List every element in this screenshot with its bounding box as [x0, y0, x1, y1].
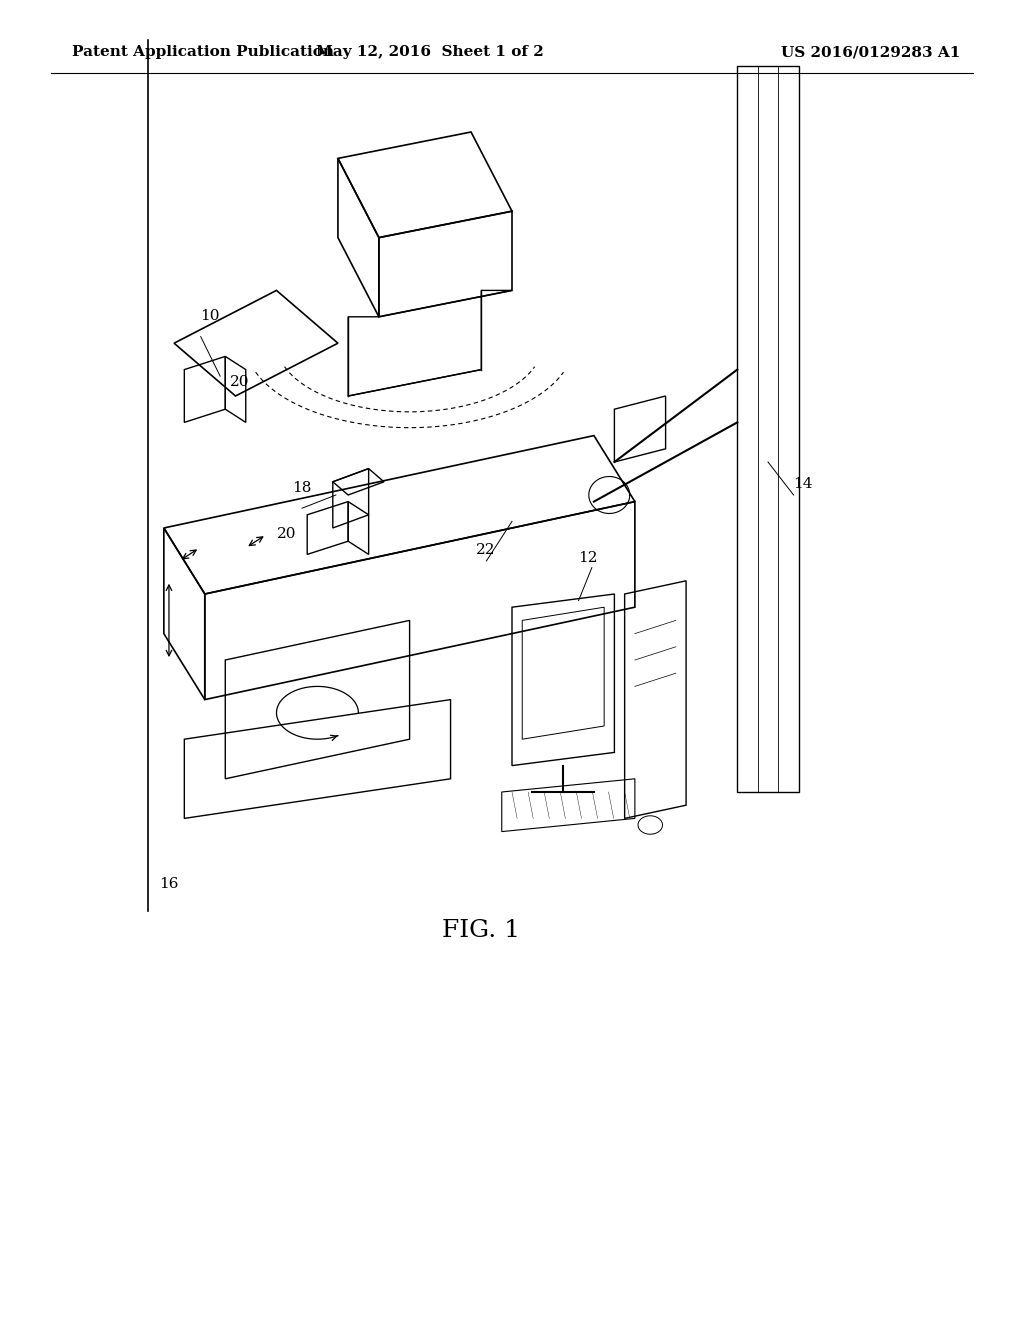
Text: US 2016/0129283 A1: US 2016/0129283 A1: [780, 45, 961, 59]
Text: FIG. 1: FIG. 1: [442, 919, 520, 942]
Text: 22: 22: [476, 543, 496, 557]
Text: 20: 20: [276, 527, 296, 541]
Text: 16: 16: [159, 876, 178, 891]
Text: 10: 10: [200, 309, 219, 323]
Text: 12: 12: [579, 550, 598, 565]
Text: 20: 20: [230, 375, 250, 389]
Text: 18: 18: [292, 480, 311, 495]
Text: Patent Application Publication: Patent Application Publication: [72, 45, 334, 59]
Text: 14: 14: [794, 477, 813, 491]
Text: May 12, 2016  Sheet 1 of 2: May 12, 2016 Sheet 1 of 2: [316, 45, 544, 59]
